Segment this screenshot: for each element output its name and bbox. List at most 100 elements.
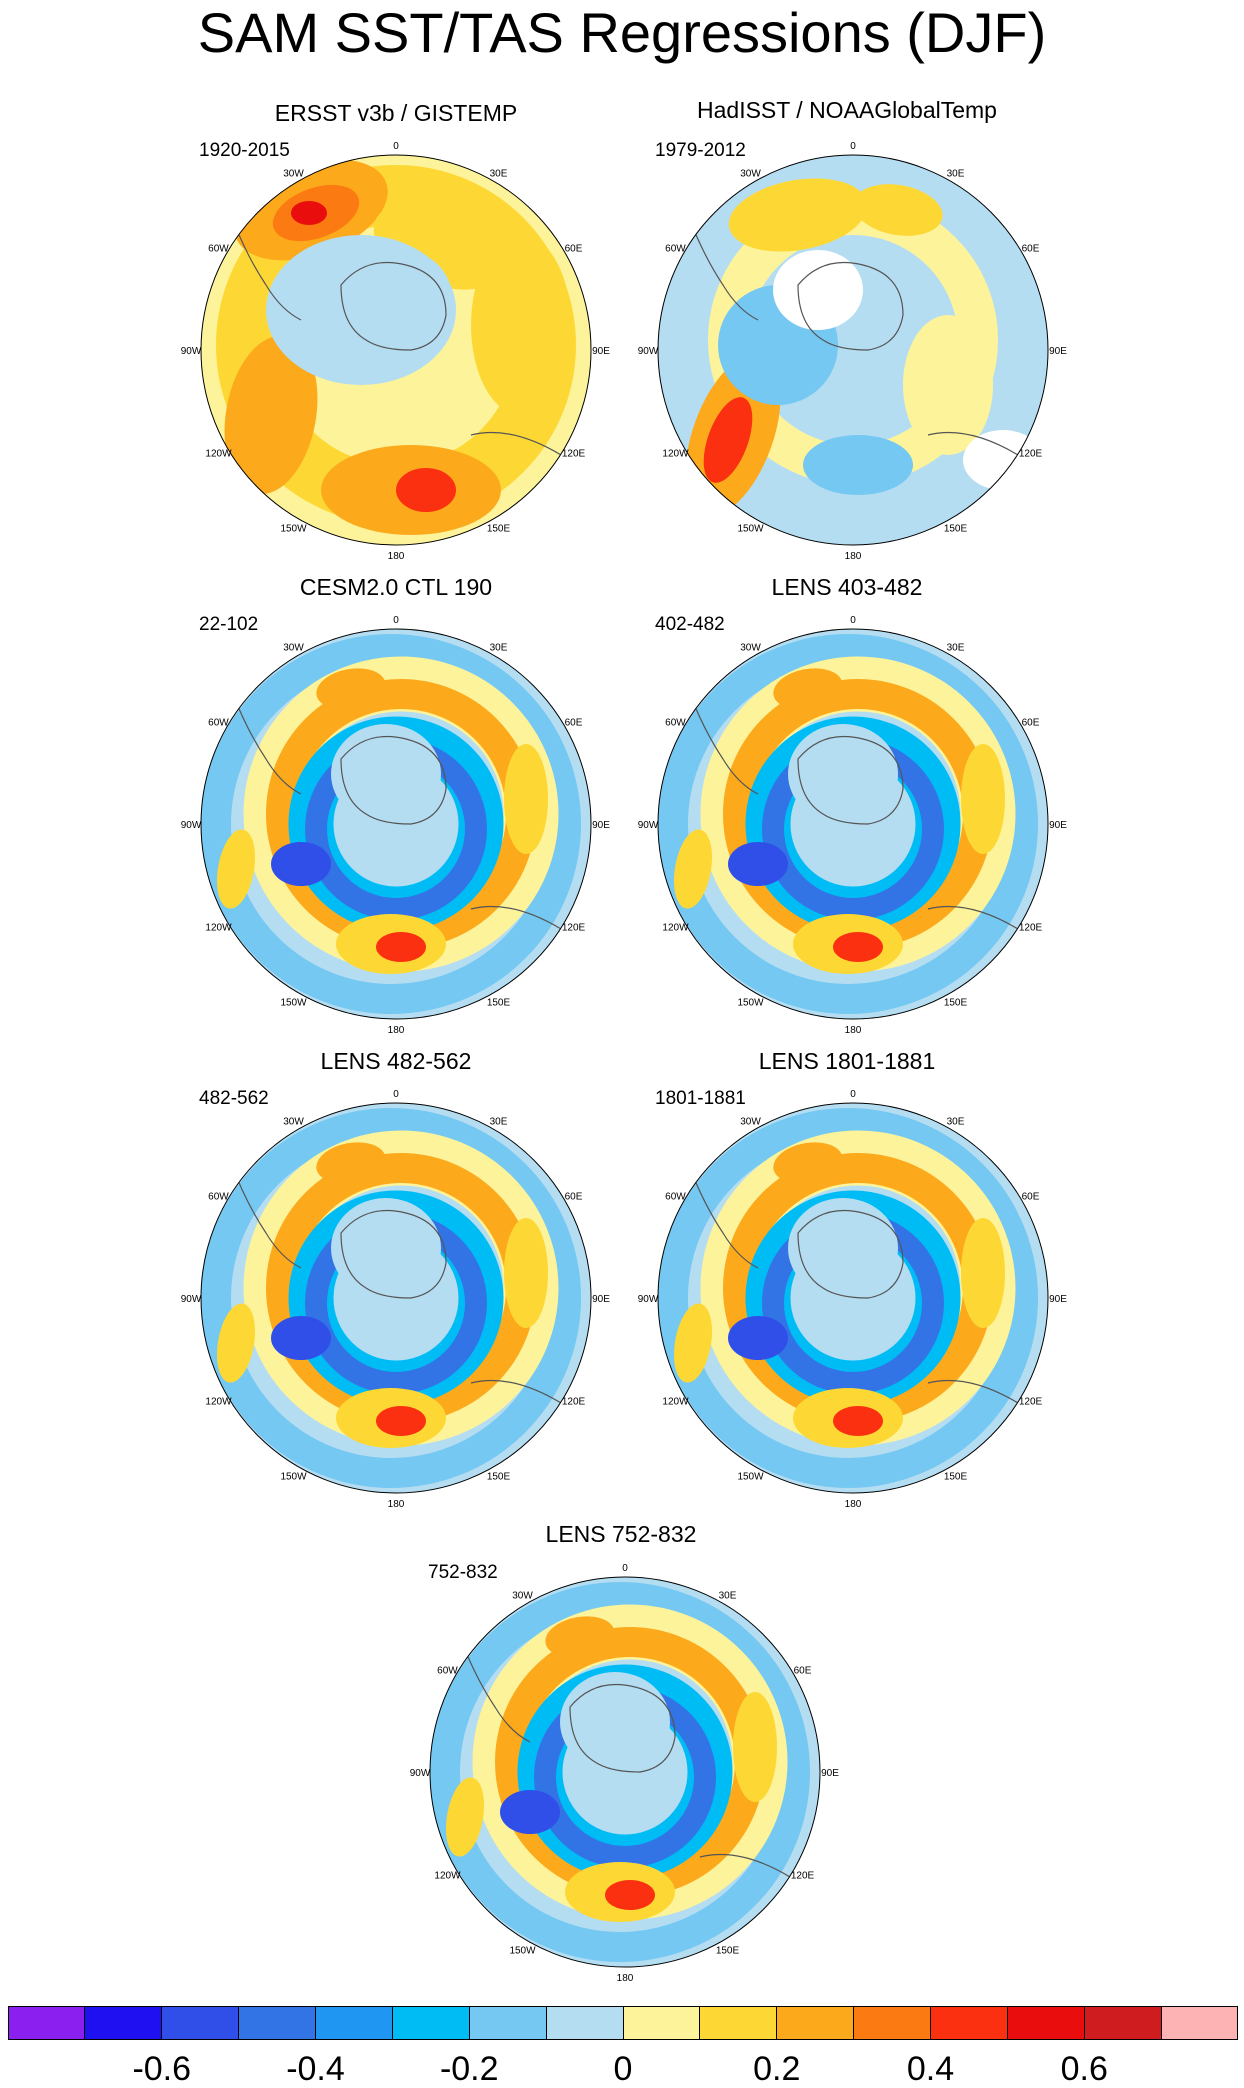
colorbar-box <box>161 2006 239 2040</box>
longitude-label: 90E <box>592 346 610 357</box>
longitude-label: 30W <box>740 168 761 179</box>
longitude-label: 120E <box>562 449 586 460</box>
map-boundary <box>657 628 1049 1020</box>
longitude-label: 120W <box>662 449 689 460</box>
longitude-label: 60W <box>208 1192 229 1203</box>
colorbar-box <box>8 2006 85 2040</box>
longitude-label: 30W <box>512 1590 533 1601</box>
longitude-label: 120W <box>205 449 232 460</box>
australia-coastline <box>927 905 1019 930</box>
antarctica <box>788 724 898 824</box>
longitude-label: 150E <box>487 998 511 1009</box>
longitude-label: 150W <box>280 1472 307 1483</box>
longitude-label: 180 <box>845 1499 862 1510</box>
longitude-label: 60E <box>565 718 583 729</box>
contour-region <box>605 1880 655 1910</box>
longitude-label: 90E <box>1049 1294 1067 1305</box>
south-america-coastline <box>230 1162 302 1269</box>
longitude-label: 180 <box>388 551 405 562</box>
longitude-label: 90W <box>181 820 202 831</box>
contour-region <box>803 435 913 495</box>
panel-title: LENS 752-832 <box>545 1521 697 1547</box>
colorbar-box <box>931 2006 1009 2040</box>
longitude-label: 150W <box>280 998 307 1009</box>
contour-region <box>224 335 318 495</box>
cool-outer-ring <box>430 1582 810 1962</box>
longitude-label: 30E <box>490 642 508 653</box>
longitude-label: 150E <box>944 524 968 535</box>
panel-period: 752-832 <box>428 1562 498 1583</box>
panel-title: ERSST v3b / GISTEMP <box>274 100 518 126</box>
longitude-label: 60W <box>665 718 686 729</box>
longitude-label: 120E <box>562 923 586 934</box>
colorbar-tick-label: 0.6 <box>1060 2050 1108 2088</box>
longitude-label: 120W <box>662 1397 689 1408</box>
colorbar-box <box>84 2006 162 2040</box>
antarctica-coastline <box>340 1209 447 1299</box>
map-boundary <box>429 1576 821 1968</box>
longitude-label: 90W <box>638 820 659 831</box>
contour-region <box>271 842 331 886</box>
colorbar-box <box>700 2006 778 2040</box>
longitude-label: 90E <box>821 1768 839 1779</box>
australia-coastline <box>470 431 562 456</box>
longitude-label: 0 <box>850 141 856 152</box>
cool-outer-ring <box>658 634 1038 1014</box>
figure-title: SAM SST/TAS Regressions (DJF) <box>197 1 1047 64</box>
antarctica-coastline <box>569 1683 676 1773</box>
south-america-coastline <box>687 214 759 321</box>
map-field <box>658 155 1048 545</box>
contour-region <box>271 1316 331 1360</box>
longitude-label: 60E <box>565 1192 583 1203</box>
colorbar-tick-label: 0 <box>613 2050 633 2088</box>
contour-region <box>903 315 993 455</box>
longitude-label: 30W <box>740 642 761 653</box>
contour-region <box>728 1316 788 1360</box>
colorbar-box <box>1162 2006 1238 2040</box>
colorbar-box <box>469 2006 547 2040</box>
contour-region <box>833 932 883 962</box>
polar-map: 0 30E 60E 90E 120E 150E 180 150W 120W 90W 60W 30W <box>638 141 1068 562</box>
contour-region <box>471 235 571 415</box>
cool-outer-ring <box>201 1108 581 1488</box>
contour-region <box>673 829 713 909</box>
polar-map: 0 30E 60E 90E 120E 150E 180 150W 120W 90W 60W 30W <box>181 141 611 562</box>
longitude-label: 30E <box>719 1590 737 1601</box>
colorbar-tick-label: 0.4 <box>906 2050 955 2088</box>
panel-title: LENS 403-482 <box>771 574 923 600</box>
contour-region <box>445 1777 485 1857</box>
contour-region <box>673 1303 713 1383</box>
longitude-label: 90W <box>410 1768 431 1779</box>
colorbar-box <box>1085 2006 1163 2040</box>
longitude-label: 60E <box>1022 244 1040 255</box>
longitude-label: 120E <box>1019 449 1043 460</box>
south-america-coastline <box>687 688 759 795</box>
colorbar-tick-label: -0.2 <box>439 2050 499 2088</box>
longitude-label: 150W <box>737 1472 764 1483</box>
contour-region <box>504 1218 548 1328</box>
longitude-label: 150W <box>737 998 764 1009</box>
cool-outer-ring <box>658 1108 1038 1488</box>
longitude-label: 180 <box>388 1499 405 1510</box>
south-america-coastline <box>459 1636 531 1743</box>
longitude-label: 180 <box>617 1973 634 1984</box>
contour-region <box>500 1790 560 1834</box>
panel-title: LENS 1801-1881 <box>758 1048 936 1074</box>
colorbar <box>8 2006 1238 2040</box>
longitude-label: 150W <box>737 524 764 535</box>
map-field <box>658 1103 1048 1493</box>
longitude-label: 0 <box>393 615 399 626</box>
longitude-label: 30E <box>947 642 965 653</box>
longitude-label: 120E <box>791 1871 815 1882</box>
contour-region <box>504 744 548 854</box>
longitude-label: 60W <box>665 1192 686 1203</box>
longitude-label: 60E <box>794 1666 812 1677</box>
cool-outer-ring <box>201 634 581 1014</box>
contour-region <box>773 668 843 710</box>
longitude-label: 120W <box>434 1871 461 1882</box>
panel-period: 22-102 <box>199 614 259 635</box>
antarctica-coastline <box>340 261 447 351</box>
longitude-label: 90E <box>592 820 610 831</box>
map-boundary <box>657 154 1049 546</box>
missing-data-region <box>773 250 863 330</box>
